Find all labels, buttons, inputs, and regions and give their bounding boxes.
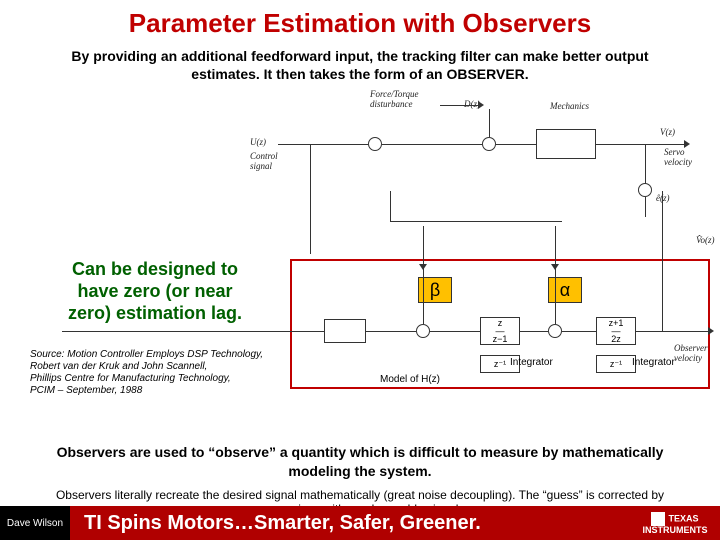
source-citation: Source: Motion Controller Employs DSP Te… [30, 349, 280, 397]
page-title: Parameter Estimation with Observers [0, 0, 720, 43]
label-ctrl: Control signal [250, 151, 278, 171]
label-force: Force/Torque disturbance [370, 89, 440, 109]
footer-tagline: TI Spins Motors…Smarter, Safer, Greener. [70, 506, 630, 540]
source-line: Robert van der Kruk and John Scannell, [30, 361, 280, 373]
label-uz: U(z) [250, 137, 266, 147]
delay-block: z⁻¹ [596, 355, 636, 373]
ti-logo-text2: INSTRUMENTS [643, 525, 708, 535]
footer-bar: Dave Wilson TI Spins Motors…Smarter, Saf… [0, 506, 720, 540]
label-mech: Mechanics [550, 101, 589, 111]
label-servo: Servo velocity [664, 147, 692, 167]
callout-text: Can be designed tohave zero (or nearzero… [40, 259, 270, 324]
hz-model-block [324, 319, 366, 343]
ti-logo-text1: TEXAS [668, 513, 698, 523]
annotation-integrator-1: Integrator [510, 357, 553, 368]
ti-logo: TEXAS INSTRUMENTS [630, 506, 720, 540]
label-vohat: V̂o(z) [696, 235, 715, 245]
source-line: Phillips Centre for Manufacturing Techno… [30, 373, 280, 385]
diagram-top: Force/Torque disturbance D(z) Mechanics … [250, 89, 710, 199]
sum-node-icon [482, 137, 496, 151]
label-obs-vel: Observer velocity [674, 343, 708, 363]
integrator-block-1: z ― z−1 [480, 317, 520, 345]
label-vz: V(z) [660, 127, 675, 137]
ti-chip-icon [651, 512, 665, 526]
mechanics-block [536, 129, 596, 159]
source-line: PCIM – September, 1988 [30, 385, 280, 397]
sum-node-icon [548, 324, 562, 338]
sum-node-icon [416, 324, 430, 338]
content-area: Force/Torque disturbance D(z) Mechanics … [0, 89, 720, 439]
sum-node-icon [368, 137, 382, 151]
annotation-model: Model of H(z) [380, 374, 440, 385]
footer-author: Dave Wilson [0, 506, 70, 540]
observers-bold-text: Observers are used to “observe” a quanti… [0, 439, 720, 483]
diagram-bottom: z ― z−1 z+1 ― 2z z⁻¹ z⁻¹ Observer veloci… [290, 259, 710, 389]
integrator-block-2: z+1 ― 2z [596, 317, 636, 345]
sum-node-icon [638, 183, 652, 197]
source-line: Source: Motion Controller Employs DSP Te… [30, 349, 280, 361]
subtitle: By providing an additional feedforward i… [0, 43, 720, 89]
annotation-integrator-2: Integrator [632, 357, 675, 368]
